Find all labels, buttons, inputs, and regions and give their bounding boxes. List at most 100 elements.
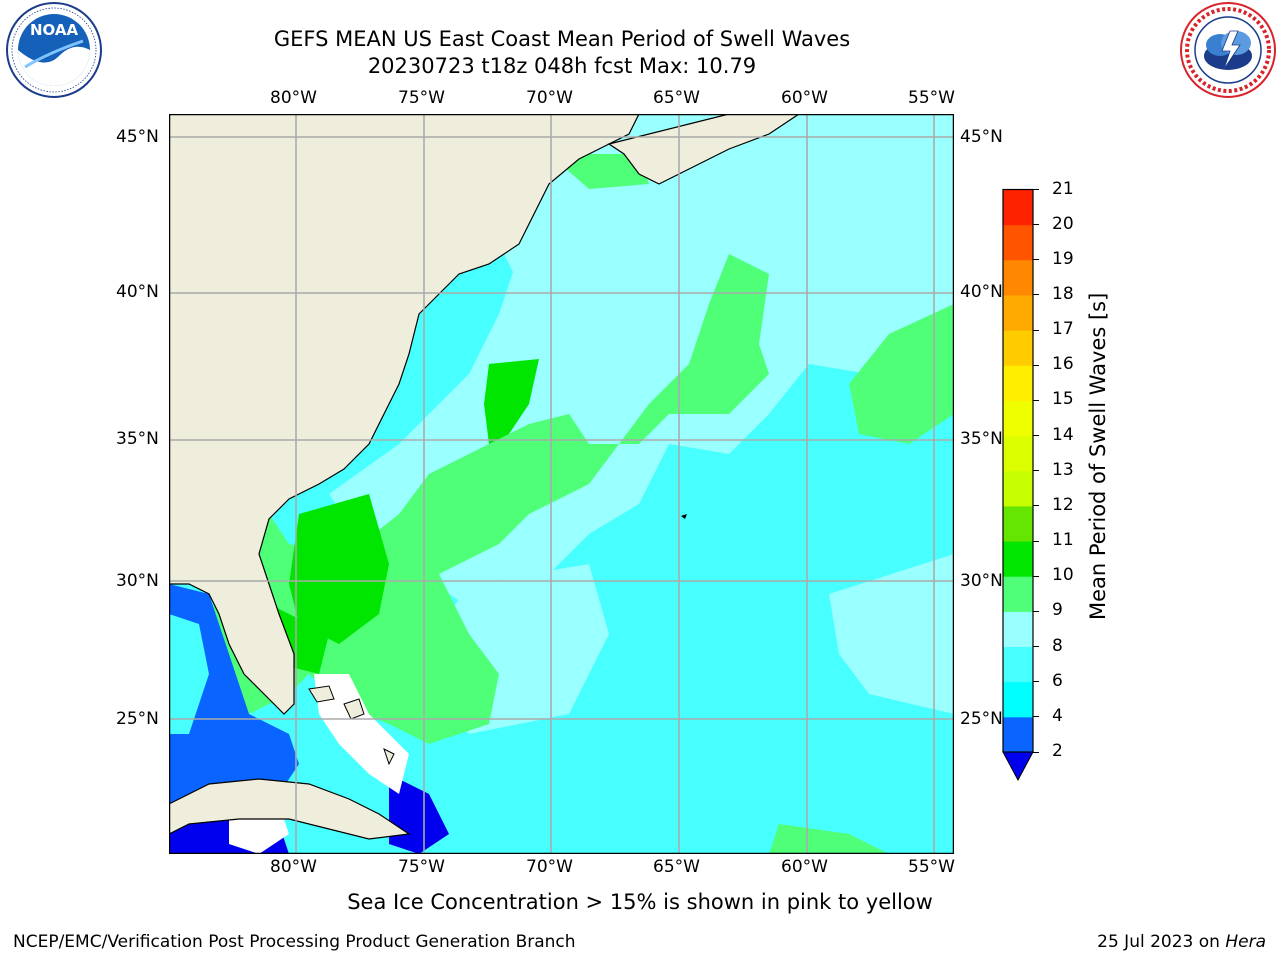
lon-label-bottom: 75°W	[398, 857, 445, 877]
date-text: 25 Jul 2023 on	[1097, 932, 1226, 952]
lat-label-left: 35°N	[116, 429, 159, 449]
lat-label-right: 45°N	[960, 127, 1003, 147]
swell-period-map	[169, 114, 954, 854]
colorbar-tick-label: 14	[1052, 424, 1074, 445]
zone-9-10s-south	[769, 824, 889, 854]
zone-10-11s-southeast	[289, 494, 389, 644]
graticule	[169, 114, 954, 854]
colorbar-tick-mark	[1033, 294, 1039, 296]
land-bermuda	[681, 514, 687, 519]
colorbar-tick-mark	[1033, 224, 1039, 226]
host-name: Hera	[1225, 932, 1266, 952]
noaa-logo: NOAA	[6, 2, 102, 98]
colorbar-tick-mark	[1033, 505, 1039, 507]
lat-label-left: 45°N	[116, 127, 159, 147]
colorbar-tick-mark	[1033, 259, 1039, 261]
colorbar-tick-mark	[1033, 610, 1039, 612]
sea-ice-note: Sea Ice Concentration > 15% is shown in …	[347, 890, 933, 914]
colorbar-tick-mark	[1033, 364, 1039, 366]
map-title: GEFS MEAN US East Coast Mean Period of S…	[273, 27, 851, 51]
colorbar-segment	[1003, 189, 1033, 226]
colorbar-tick-mark	[1033, 716, 1039, 718]
colorbar-tick-mark	[1033, 470, 1039, 472]
colorbar-segment	[1003, 365, 1033, 401]
colorbar-tick-label: 19	[1052, 248, 1074, 269]
colorbar-segment	[1003, 646, 1033, 683]
colorbar-segment	[1003, 541, 1033, 577]
colorbar-tick-label: 4	[1052, 705, 1063, 726]
colorbar-segment	[1003, 294, 1033, 331]
colorbar-segment	[1003, 330, 1033, 366]
lon-label-top: 65°W	[653, 88, 700, 108]
colorbar-segment	[1003, 716, 1033, 753]
land-bahamas-3	[383, 748, 395, 766]
colorbar-segment	[1003, 470, 1033, 507]
colorbar-tick-label: 8	[1052, 635, 1063, 656]
colorbar-segments	[1003, 189, 1033, 753]
colorbar-tick-label: 2	[1052, 741, 1063, 761]
lat-label-left: 30°N	[116, 571, 159, 591]
bahamas-masked	[314, 674, 409, 794]
colorbar-tick-label: 12	[1052, 494, 1074, 515]
colorbar-tick-label: 18	[1052, 283, 1074, 304]
colorbar-label: Mean Period of Swell Waves [s]	[1086, 292, 1110, 620]
zone-9-10s-east	[849, 304, 954, 444]
lat-label-right: 40°N	[960, 282, 1003, 302]
colorbar-tick-label: 11	[1052, 530, 1074, 551]
land-cuba	[169, 778, 411, 840]
colorbar-segment	[1003, 576, 1033, 612]
colorbar-tick-label: 6	[1052, 670, 1063, 691]
colorbar-tick-mark	[1033, 329, 1039, 331]
colorbar-tick-label: 17	[1052, 319, 1074, 340]
nws-logo	[1180, 2, 1276, 98]
colorbar-tick-mark	[1033, 399, 1039, 401]
colorbar-tick-label: 21	[1052, 178, 1074, 199]
zone-6-8s-gulf	[169, 614, 209, 734]
colorbar-tick-label: 9	[1052, 600, 1063, 621]
lat-label-right: 35°N	[960, 429, 1003, 449]
lon-label-bottom: 80°W	[270, 857, 317, 877]
lon-label-bottom: 70°W	[526, 857, 573, 877]
map-subtitle: 20230723 t18z 048h fcst Max: 10.79	[367, 54, 757, 78]
land-bahamas-2	[308, 685, 335, 703]
lat-label-left: 25°N	[116, 709, 159, 729]
date-line: 25 Jul 2023 on Hera	[1097, 932, 1266, 952]
colorbar-segment	[1003, 681, 1033, 718]
land-nova-scotia	[607, 114, 801, 185]
lon-label-top: 75°W	[398, 88, 445, 108]
zone-8-9s-east	[829, 554, 954, 714]
colorbar-tick-label: 13	[1052, 459, 1074, 480]
zone-10-11s-offshore	[484, 359, 539, 444]
colorbar-tick-mark	[1033, 681, 1039, 683]
noaa-logo-text: NOAA	[30, 21, 79, 39]
colorbar-tick-label: 15	[1052, 389, 1074, 410]
colorbar-tick-mark	[1033, 435, 1039, 437]
colorbar-under-arrow	[1002, 751, 1034, 782]
lon-label-bottom: 65°W	[653, 857, 700, 877]
lon-label-top: 60°W	[781, 88, 828, 108]
colorbar-segment	[1003, 400, 1033, 437]
land-bahamas-1	[343, 698, 365, 720]
lat-label-right: 30°N	[960, 571, 1003, 591]
colorbar-segment	[1003, 435, 1033, 472]
map-frame	[169, 114, 954, 854]
land-north-america	[169, 114, 640, 715]
lon-label-bottom: 60°W	[781, 857, 828, 877]
colorbar-segment	[1003, 224, 1033, 261]
colorbar-tick-mark	[1033, 189, 1039, 190]
colorbar-tick-mark	[1033, 575, 1039, 577]
lon-label-top: 80°W	[270, 88, 317, 108]
lon-label-top: 55°W	[908, 88, 955, 108]
colorbar-tick-mark	[1033, 646, 1039, 648]
colorbar-tick-label: 20	[1052, 213, 1074, 234]
lat-label-left: 40°N	[116, 282, 159, 302]
credit-line: NCEP/EMC/Verification Post Processing Pr…	[13, 932, 576, 952]
lat-label-right: 25°N	[960, 709, 1003, 729]
colorbar	[1002, 188, 1034, 782]
colorbar-segment	[1003, 505, 1033, 542]
colorbar-tick-label: 16	[1052, 354, 1074, 375]
colorbar-segment	[1003, 259, 1033, 296]
lon-label-bottom: 55°W	[908, 857, 955, 877]
colorbar-tick-mark	[1033, 751, 1039, 753]
lon-label-top: 70°W	[526, 88, 573, 108]
